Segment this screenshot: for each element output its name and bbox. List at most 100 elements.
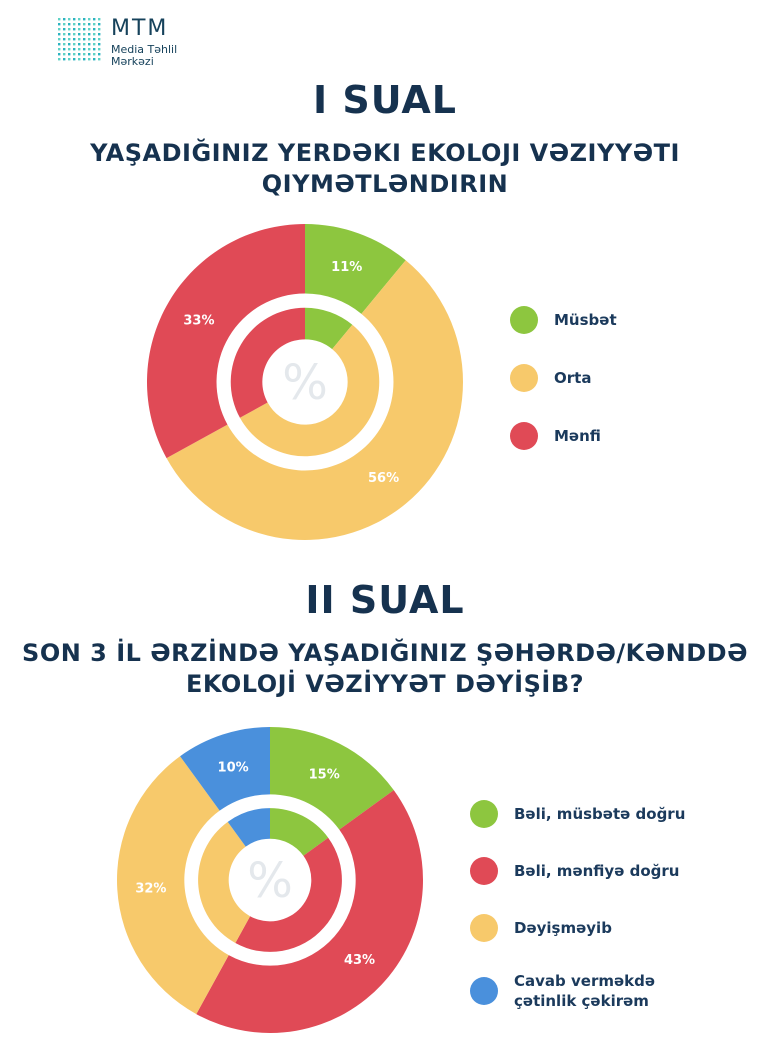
center-percent-symbol: % [247,853,293,909]
legend-label: Orta [554,368,591,388]
logo-dot [58,23,61,26]
logo-dot [83,38,86,41]
legend-label-line: Bəli, müsbətə doğru [514,805,686,823]
logo-dot [88,28,91,31]
legend-item: Bəli, mənfiyə doğru [470,857,679,885]
legend-swatch [470,914,498,942]
logo-dot [98,28,101,31]
logo-dot [68,38,71,41]
logo-dot [73,48,76,51]
logo-dot [98,38,101,41]
logo-dot [63,48,66,51]
logo-dot [93,18,96,21]
logo-dot [78,48,81,51]
logo-dot [63,43,66,46]
logo-dot [93,48,96,51]
logo-dot [83,58,86,61]
slice-outer-1 [270,727,394,830]
legend-swatch [510,422,538,450]
legend-swatch [470,800,498,828]
logo-dot [83,18,86,21]
logo-mark-icon [58,18,101,61]
data-label-2: 43% [344,953,375,968]
logo-dot [98,18,101,21]
logo-dot [73,53,76,56]
logo-dot [68,43,71,46]
slice-outer-3 [116,756,229,1015]
legend-item: Mənfi [510,422,601,450]
logo-subtitle-line1: Media Təhlil [111,43,178,56]
logo-dot [73,28,76,31]
logo-dot [83,53,86,56]
slice-inner-3 [198,821,251,944]
slice-inner-3 [230,307,305,418]
logo-dot [58,18,61,21]
logo-dot [88,48,91,51]
logo-dot [98,43,101,46]
logo-dot [93,28,96,31]
logo-dot [93,43,96,46]
logo-dot [63,23,66,26]
logo-dot [88,43,91,46]
legend-label-line: Müsbət [554,311,617,329]
logo-dot [98,53,101,56]
data-label-4: 10% [218,761,249,776]
legend-label: Bəli, mənfiyə doğru [514,861,679,881]
logo-title: MTM [111,16,169,41]
logo-dot [63,33,66,36]
legend-label: Dəyişməyib [514,918,612,938]
legend-item: Bəli, müsbətə doğru [470,800,685,828]
section-1-question-line2: QIYMƏTLƏNDIRIN [261,170,509,198]
logo-dot [88,58,91,61]
logo-dot [88,18,91,21]
logo-dot [73,43,76,46]
data-label-2: 56% [368,471,399,486]
logo-dot [68,28,71,31]
logo-dot [63,58,66,61]
logo-dot [73,58,76,61]
data-label-1: 11% [331,260,362,275]
legend-item: Dəyişməyib [470,914,612,942]
donut-chart-1: 11% 56% 33%% [147,224,463,540]
slice-outer-3 [147,224,305,459]
logo-dot [68,53,71,56]
legend-item: Orta [510,364,591,392]
legend-item: Cavab verməkdə çətinlik çəkirəm [470,971,655,1011]
logo-dot [68,23,71,26]
legend-1: Müsbət Orta Mənfi [510,306,730,466]
slice-outer-2 [196,790,423,1033]
legend-swatch [510,306,538,334]
section-2-question-line2: EKOLOJİ VƏZİYYƏT DƏYİŞİB? [185,670,585,698]
logo-dot [58,58,61,61]
logo-dot [73,18,76,21]
section-1-heading: I SUAL [312,78,458,122]
logo-dot [78,23,81,26]
logo-dot [58,33,61,36]
logo-subtitle-line2: Mərkəzi [111,55,154,68]
logo-dot [93,38,96,41]
logo-dot [78,28,81,31]
logo-dot [63,53,66,56]
logo-dot [73,23,76,26]
section-2-question: SON 3 İL ƏRZİNDƏ YAŞADIĞINIZ ŞƏHƏRDƏ/KƏN… [0,638,770,700]
slice-inner-2 [239,324,380,457]
logo-dot [83,48,86,51]
legend-label: Bəli, müsbətə doğru [514,804,685,824]
logo-dot [93,23,96,26]
logo-dot [58,38,61,41]
legend-item: Müsbət [510,306,617,334]
data-label-3: 32% [135,881,166,896]
logo-dot [73,38,76,41]
logo-dot [58,48,61,51]
legend-label: Mənfi [554,426,601,446]
logo-dot [78,18,81,21]
logo-dot [68,18,71,21]
legend-swatch [510,364,538,392]
logo-dot [78,43,81,46]
logo-dot [93,33,96,36]
logo-dot [98,23,101,26]
logo-dot [83,33,86,36]
slice-inner-4 [227,808,270,847]
legend-label-line: Orta [554,369,592,387]
logo-dot [98,58,101,61]
